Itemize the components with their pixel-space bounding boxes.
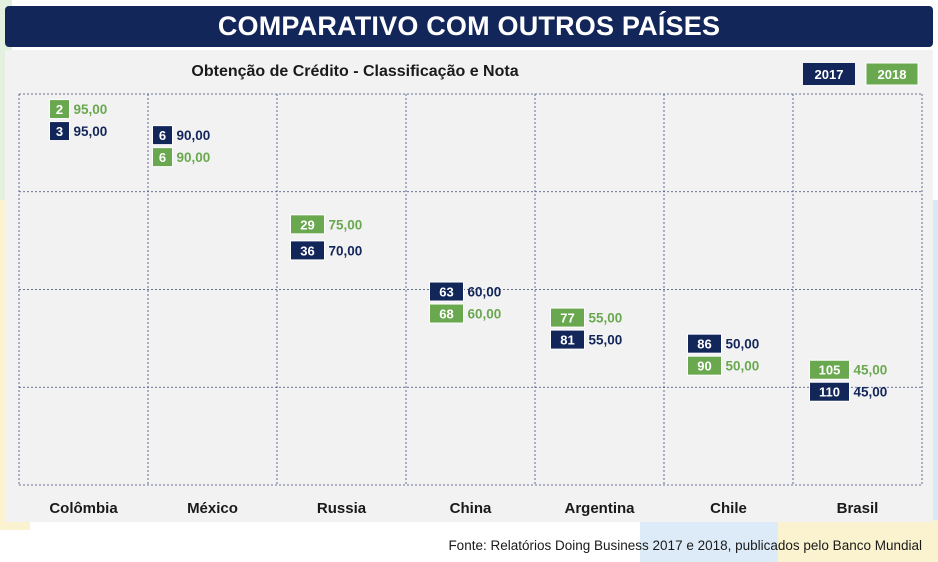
score-label-2017: 50,00 [726, 337, 760, 352]
rank-label-2017: 86 [697, 337, 711, 352]
x-tick-label: Russia [317, 500, 367, 517]
score-label-2017: 45,00 [854, 385, 888, 400]
score-label-2017: 90,00 [177, 128, 211, 143]
score-label-2018: 50,00 [726, 359, 760, 374]
marker-2018 [152, 147, 173, 168]
rank-label-2017: 6 [159, 128, 166, 143]
chart-title: Obtenção de Crédito - Classificação e No… [191, 63, 518, 80]
rank-label-2018: 77 [560, 311, 574, 326]
x-tick-label: Chile [710, 500, 747, 517]
background-shape [640, 520, 790, 562]
rank-label-2018: 105 [819, 363, 841, 378]
marker-2017 [290, 240, 325, 261]
score-label-2017: 60,00 [468, 285, 502, 300]
rank-label-2017: 3 [56, 124, 63, 139]
marker-2017 [152, 125, 173, 146]
score-label-2018: 75,00 [329, 217, 363, 232]
score-label-2018: 55,00 [589, 311, 623, 326]
x-tick-label: Colômbia [49, 500, 118, 517]
rank-label-2018: 90 [697, 359, 711, 374]
score-label-2018: 60,00 [468, 307, 502, 322]
score-label-2017: 55,00 [589, 333, 623, 348]
x-tick-label: Brasil [837, 500, 879, 517]
rank-label-2018: 6 [159, 150, 166, 165]
background-shape [928, 200, 938, 540]
source-note: Fonte: Relatórios Doing Business 2017 e … [448, 538, 922, 553]
rank-label-2018: 29 [300, 217, 314, 232]
chart-panel: Obtenção de Crédito - Classificação e No… [5, 50, 933, 522]
rank-label-2018: 68 [439, 307, 453, 322]
marker-2018 [290, 214, 325, 235]
page-title: COMPARATIVO COM OUTROS PAÍSES [5, 6, 933, 47]
credit-ranking-chart: Obtenção de Crédito - Classificação e No… [18, 62, 923, 517]
score-label-2017: 95,00 [74, 124, 108, 139]
background-shape [778, 520, 938, 562]
marker-2017 [429, 281, 464, 302]
x-tick-label: China [450, 500, 492, 517]
legend-swatch-2017 [803, 63, 855, 85]
marker-2017 [49, 121, 70, 142]
score-label-2018: 95,00 [74, 102, 108, 117]
rank-label-2017: 110 [819, 385, 840, 400]
rank-label-2017: 81 [560, 333, 574, 348]
legend-label-2017: 2017 [815, 67, 844, 82]
marker-2017 [809, 381, 850, 402]
marker-2017 [550, 329, 585, 350]
legend-label-2018: 2018 [878, 67, 907, 82]
marker-2018 [687, 355, 722, 376]
marker-2018 [550, 307, 585, 328]
legend-swatch-2018 [865, 62, 919, 86]
score-label-2017: 70,00 [329, 243, 363, 258]
marker-2018 [49, 99, 70, 120]
x-tick-label: México [187, 500, 238, 517]
rank-label-2017: 36 [300, 243, 314, 258]
rank-label-2017: 63 [439, 285, 453, 300]
rank-label-2018: 2 [56, 102, 63, 117]
score-label-2018: 90,00 [177, 150, 211, 165]
x-tick-label: Argentina [564, 500, 635, 517]
score-label-2018: 45,00 [854, 363, 888, 378]
marker-2018 [429, 303, 464, 324]
marker-2018 [809, 359, 850, 380]
marker-2017 [687, 333, 722, 354]
